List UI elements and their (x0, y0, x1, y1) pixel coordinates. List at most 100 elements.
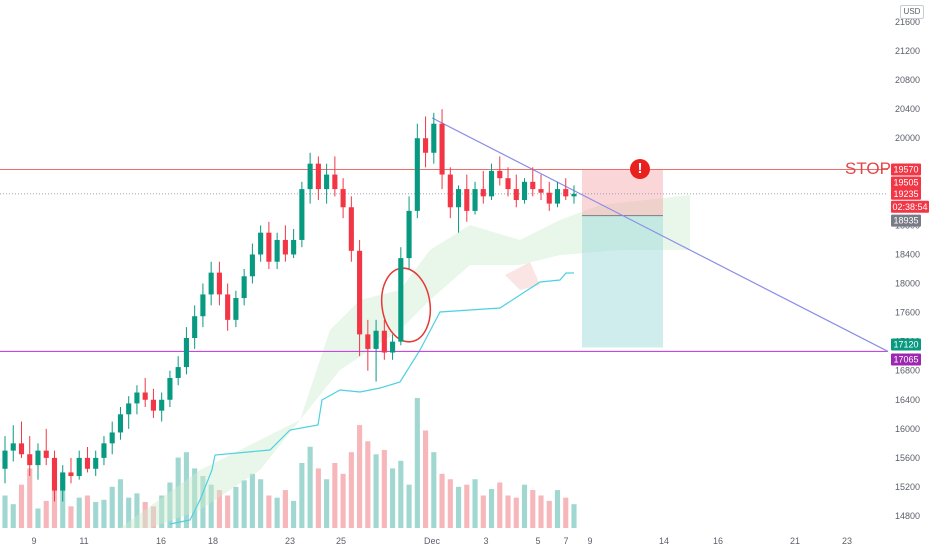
stop-zone (582, 169, 663, 216)
y-tick-label: 21200 (895, 46, 920, 56)
volume-bar (447, 479, 453, 528)
y-tick-label: 20000 (895, 133, 920, 143)
candle (117, 414, 124, 433)
currency-label[interactable]: USD (900, 5, 924, 19)
candle (521, 181, 528, 200)
candles (2, 109, 577, 502)
candle (513, 189, 519, 200)
candle (455, 189, 462, 208)
price-tag-current (891, 187, 921, 200)
candle (472, 189, 478, 211)
volume-bar (142, 502, 148, 528)
volume-bar (324, 479, 330, 528)
candle (150, 399, 156, 411)
volume-bar (93, 502, 99, 528)
candle (126, 403, 132, 415)
cloud-area-red (505, 262, 540, 290)
volume-bar (76, 497, 82, 528)
volume-bar (258, 479, 264, 528)
candle (282, 239, 288, 255)
y-tick-label: 17600 (895, 308, 920, 318)
baseline-line (169, 272, 574, 525)
volume-bar (51, 490, 58, 528)
candle (423, 138, 429, 153)
candle (84, 457, 91, 469)
volume-bar (521, 484, 528, 528)
volume-bar (455, 486, 462, 528)
candle (571, 193, 577, 197)
x-tick-label: 3 (483, 536, 488, 546)
volume-bar (282, 490, 288, 528)
x-axis: 9 11 16 18 23 25 Dec 3 5 7 9 14 16 21 23 (31, 536, 852, 546)
candle (266, 232, 272, 262)
volume-bar (43, 500, 49, 528)
volume-bar (414, 398, 420, 528)
candle (249, 254, 255, 277)
y-tick-label: 21600 (895, 17, 920, 27)
candle (159, 399, 165, 411)
candle (340, 189, 346, 208)
volume-bar (315, 468, 321, 528)
volume-bar (497, 482, 503, 528)
x-tick-label: 11 (79, 536, 88, 546)
candle (93, 457, 99, 469)
price-tag-text: 17120 (893, 339, 918, 349)
volume-bar (563, 497, 569, 528)
price-tag-text: 19570 (893, 164, 918, 174)
candle (365, 334, 371, 349)
trendline (431, 117, 889, 352)
candle (348, 207, 354, 251)
volume-bar (233, 486, 239, 528)
x-tick-label: 16 (713, 536, 723, 546)
volume-bar (84, 495, 91, 528)
x-tick-label: 9 (31, 536, 36, 546)
candle (200, 294, 206, 317)
candle (307, 163, 313, 190)
y-tick-label: 16800 (895, 366, 920, 376)
candle (241, 276, 247, 299)
alert-icon[interactable]: ! (630, 159, 650, 179)
volume-bar (225, 495, 231, 528)
volume-bar (117, 479, 124, 528)
candle (225, 294, 231, 320)
candle (27, 454, 33, 466)
candle (76, 457, 82, 477)
candle (554, 189, 561, 204)
volume-bar (266, 495, 272, 528)
price-tag-text: 19235 (893, 189, 918, 199)
volume-bar (167, 482, 173, 528)
volume-bar (439, 473, 445, 528)
volume-bar (488, 489, 495, 528)
candle (406, 210, 412, 259)
candle (315, 163, 321, 190)
candle (208, 272, 214, 295)
volume-bar (365, 441, 371, 528)
candle (68, 472, 74, 477)
volume-bar (10, 504, 16, 528)
candle (505, 178, 511, 190)
candle (142, 392, 148, 400)
candle (563, 189, 569, 197)
candle (35, 450, 41, 466)
volume-bar (126, 497, 132, 528)
volume-bar (530, 490, 536, 528)
volume-bar (406, 484, 412, 528)
price-tag-text: 19505 (893, 177, 918, 187)
candle (274, 239, 280, 262)
price-tag-entry (891, 214, 921, 227)
candle (488, 170, 495, 197)
stop-annotation: STOP (845, 159, 891, 178)
volume-bar (546, 500, 552, 528)
volume-bar (340, 473, 346, 528)
volume-bar (505, 495, 511, 528)
candle (2, 450, 8, 469)
price-tag-text: 17065 (893, 354, 918, 364)
volume-bar (513, 497, 519, 528)
volume-bar (480, 495, 486, 528)
volume-bar (18, 484, 25, 528)
candle (538, 189, 544, 193)
y-tick-label: 16400 (895, 395, 920, 405)
candle (373, 330, 379, 349)
short-position-tool (582, 169, 663, 348)
